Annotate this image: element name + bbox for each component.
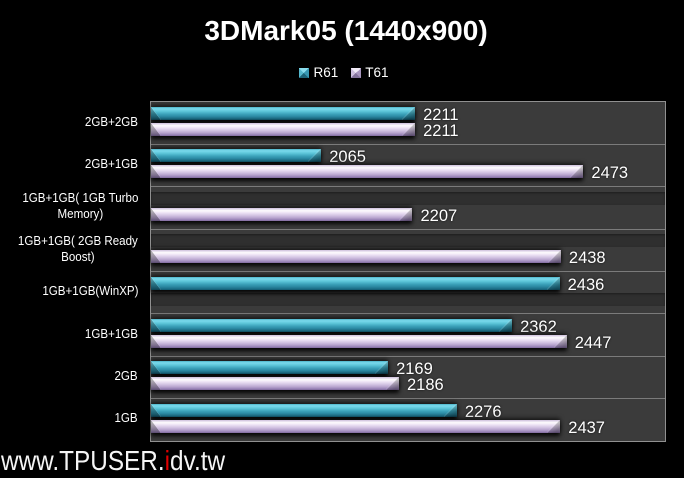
legend-label: T61 — [365, 65, 389, 80]
bar-t61-5 — [151, 334, 567, 348]
value-label: 2438 — [568, 249, 606, 268]
value-label: 2276 — [464, 402, 502, 421]
category-label-4: 1GB+1GB(WinXP) — [41, 283, 138, 299]
value-label: 2207 — [420, 206, 458, 225]
legend-item-t61: T61 — [351, 65, 389, 80]
value-label: 2211 — [423, 122, 459, 140]
category-label-6: 2GB — [114, 367, 138, 383]
bar-t61-6 — [151, 377, 399, 391]
category-label-3: 1GB+1GB( 2GB Ready Boost) — [18, 232, 138, 264]
legend-label: R61 — [313, 65, 339, 80]
gridline — [151, 355, 665, 357]
gridline — [151, 398, 665, 400]
bar-r61-0 — [151, 107, 416, 120]
gridline — [151, 313, 665, 315]
legend-item-r61: R61 — [299, 66, 338, 79]
chart-title: 3DMark05 (1440x900) — [204, 15, 488, 46]
category-label-1: 2GB+1GB — [84, 156, 138, 172]
gridline — [151, 228, 665, 230]
value-label: 2211 — [423, 106, 459, 124]
value-label: 2362 — [520, 317, 557, 336]
empty-bar-track — [151, 191, 665, 205]
bar-t61-7 — [151, 419, 561, 433]
gridline — [151, 143, 665, 145]
bar-t61-1 — [151, 165, 584, 179]
value-label: 2169 — [396, 360, 433, 379]
bar-t61-0 — [151, 123, 416, 136]
value-label: 2447 — [574, 333, 612, 352]
bar-t61-3 — [151, 250, 561, 264]
bar-r61-5 — [151, 318, 513, 332]
watermark-accent: i — [164, 445, 171, 476]
watermark-prefix: www.TPUSER. — [1, 445, 165, 476]
gridline — [151, 271, 665, 272]
empty-bar-track — [151, 292, 665, 306]
value-label: 2436 — [567, 275, 605, 294]
bar-r61-4 — [151, 276, 560, 290]
value-label: 2186 — [407, 376, 444, 395]
category-label-0: 2GB+2GB — [84, 113, 138, 129]
value-label: 2065 — [329, 148, 366, 167]
empty-bar-track — [151, 234, 665, 248]
bar-t61-2 — [151, 207, 413, 221]
value-label: 2473 — [591, 164, 629, 183]
watermark-suffix: dv.tw — [170, 445, 226, 476]
category-label-7: 1GB — [114, 410, 138, 426]
watermark: www.TPUSER.idv.tw — [1, 446, 225, 476]
gridline — [151, 186, 665, 188]
legend-swatch-r61 — [299, 67, 310, 78]
plot-area: 2211 2065 2436 2362 2169 2276 2211 2473 2207 2438… — [150, 101, 666, 442]
legend-swatch-t61 — [351, 67, 362, 78]
category-label-5: 1GB+1GB — [84, 325, 138, 341]
value-label: 2437 — [568, 418, 605, 437]
bar-r61-6 — [151, 361, 389, 375]
legend: R61 T61 — [2, 66, 684, 79]
category-label-2: 1GB+1GB( 1GB Turbo Memory) — [21, 190, 138, 222]
bar-r61-7 — [151, 403, 457, 417]
bar-r61-1 — [151, 149, 322, 163]
